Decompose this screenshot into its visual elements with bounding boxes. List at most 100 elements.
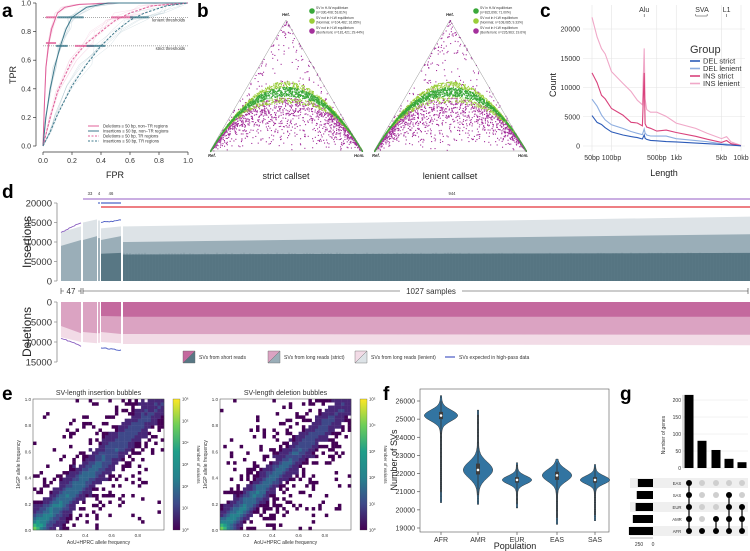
genotype-point [272,57,274,59]
genotype-point [418,128,420,130]
genotype-point [420,138,422,140]
genotype-point [281,95,283,97]
genotype-point [289,95,291,97]
genotype-point [467,105,469,107]
genotype-point [504,134,506,136]
genotype-point [413,125,415,127]
genotype-point [264,110,266,112]
genotype-point [259,104,261,106]
genotype-point [282,97,284,99]
genotype-point [328,143,330,145]
genotype-point [217,141,219,143]
genotype-point [422,141,424,143]
genotype-point [259,92,261,94]
genotype-point [226,126,228,128]
genotype-point [394,128,396,130]
genotype-point [248,108,250,110]
genotype-point [324,101,326,103]
genotype-point [410,129,412,131]
genotype-point [260,138,262,140]
genotype-point [322,100,324,102]
genotype-point [262,97,264,99]
genotype-point [256,111,258,113]
genotype-point [291,92,293,94]
genotype-point [401,119,403,121]
genotype-point [427,130,429,132]
genotype-point [278,122,280,124]
genotype-point [290,114,292,116]
genotype-point [260,104,262,106]
genotype-point [286,112,288,114]
genotype-point [277,110,279,112]
genotype-point [496,123,498,125]
genotype-point [411,136,413,138]
genotype-point [313,105,315,107]
genotype-point [450,31,452,33]
genotype-point [391,136,393,138]
genotype-point [333,125,335,127]
genotype-point [235,122,237,124]
genotype-point [294,99,296,101]
genotype-point [265,63,267,65]
genotype-point [290,121,292,123]
genotype-point [327,122,329,124]
genotype-point [224,128,226,130]
genotype-point [253,114,255,116]
legend-dot [309,18,315,24]
genotype-point [283,31,285,33]
genotype-point [220,133,222,135]
genotype-point [486,115,488,117]
genotype-point [235,114,237,116]
genotype-point [347,137,349,139]
genotype-point [392,132,394,134]
genotype-point [340,132,342,134]
genotype-point [331,133,333,135]
genotype-point [356,144,358,146]
genotype-point [414,114,416,116]
genotype-point [332,118,334,120]
genotype-point [459,123,461,125]
genotype-point [319,140,321,142]
genotype-point [285,92,287,94]
y-tick-label: 1.0 [21,1,31,8]
genotype-point [468,130,470,132]
genotype-point [308,91,310,93]
genotype-point [249,109,251,111]
genotype-point [421,109,423,111]
genotype-point [335,114,337,116]
genotype-point [299,95,301,97]
genotype-point [331,114,333,116]
genotype-point [383,147,385,149]
genotype-point [264,91,266,93]
genotype-point [314,106,316,108]
threshold-point-cluster [130,16,149,19]
genotype-point [302,84,304,86]
genotype-point [265,83,267,85]
genotype-point [277,59,279,61]
genotype-point [395,134,397,136]
genotype-point [241,125,243,127]
genotype-point [241,110,243,112]
genotype-point [347,131,349,133]
genotype-point [424,105,426,107]
genotype-point [344,127,346,129]
genotype-point [271,115,273,117]
genotype-point [466,50,468,52]
genotype-point [245,104,247,106]
genotype-point [281,129,283,131]
genotype-point [280,138,282,140]
genotype-point [430,100,432,102]
genotype-point [261,93,263,95]
genotype-point [226,128,228,130]
genotype-point [409,93,411,95]
genotype-point [342,140,344,142]
genotype-point [316,100,318,102]
genotype-point [438,64,440,66]
genotype-point [301,102,303,104]
genotype-point [240,124,242,126]
genotype-point [283,94,285,96]
genotype-point [248,113,250,115]
genotype-point [313,96,315,98]
genotype-point [272,45,274,47]
legend-stat: (n=330,408; 53.81%) [316,11,347,15]
